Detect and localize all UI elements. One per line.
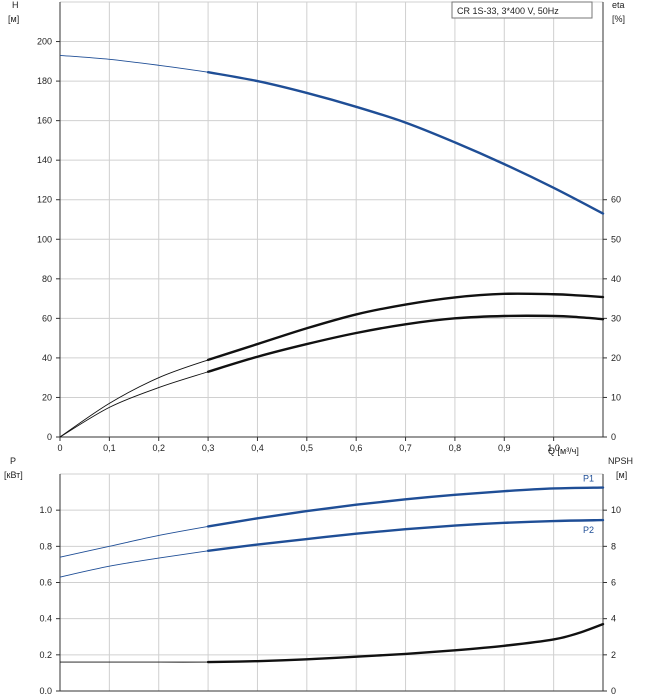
bottom-right-tick-label: 2 bbox=[611, 650, 616, 660]
top-series-0-thin bbox=[59, 54, 604, 214]
top-left-tick-label: 0 bbox=[47, 432, 52, 442]
top-left-tick-label: 160 bbox=[37, 116, 52, 126]
top-grid bbox=[59, 1, 604, 438]
top-series-2-bold bbox=[206, 314, 605, 373]
bottom-right-tick-label: 0 bbox=[611, 686, 616, 696]
top-right-axis-unit: [%] bbox=[612, 14, 625, 24]
top-left-tick-label: 40 bbox=[42, 353, 52, 363]
top-left-tick-label: 80 bbox=[42, 274, 52, 284]
top-left-axis-title: H bbox=[12, 0, 19, 10]
top-right-tick-label: 30 bbox=[611, 313, 621, 323]
bottom-left-tick-label: 0.4 bbox=[39, 614, 52, 624]
top-left-tick-label: 60 bbox=[42, 313, 52, 323]
top-axes: 0 20 40 60 80 100 120 140 160 180 200 0 10 20 30 40 50 60… bbox=[37, 2, 621, 453]
top-right-tick-label: 40 bbox=[611, 274, 621, 284]
bottom-left-tick-label: 0.2 bbox=[39, 650, 52, 660]
top-left-tick-label: 140 bbox=[37, 155, 52, 165]
top-right-axis-title: eta bbox=[612, 0, 625, 10]
top-left-tick-label: 20 bbox=[42, 392, 52, 402]
model-label-box: CR 1S-33, 3*400 V, 50Hz bbox=[451, 1, 593, 19]
bottom-left-tick-label: 0.0 bbox=[39, 686, 52, 696]
bottom-left-tick-label: 1.0 bbox=[39, 505, 52, 515]
bottom-axis-labels: P [кВт] NPSH [м] bbox=[4, 456, 633, 480]
x-axis-label: Q [м³/ч] bbox=[548, 446, 579, 456]
top-x-tick-label: 0,5 bbox=[301, 443, 314, 453]
top-x-tick-label: 0,6 bbox=[350, 443, 363, 453]
bottom-right-axis-unit: [м] bbox=[616, 470, 627, 480]
top-series-2-thin bbox=[59, 315, 604, 438]
top-right-tick-label: 50 bbox=[611, 234, 621, 244]
bottom-series-1-thin bbox=[59, 519, 604, 578]
bottom-right-tick-label: 6 bbox=[611, 578, 616, 588]
top-x-tick-label: 0 bbox=[57, 443, 62, 453]
bottom-series-label-p1: P1 bbox=[583, 474, 594, 484]
bottom-series-label-p2: P2 bbox=[583, 525, 594, 535]
top-right-tick-label: 0 bbox=[611, 432, 616, 442]
top-x-tick-label: 0,7 bbox=[399, 443, 412, 453]
top-x-tick-label: 0,2 bbox=[152, 443, 165, 453]
power-npsh-chart: 0.0 0.2 0.4 0.6 0.8 1.0 0 2 4 6 8 10 P1 P2 P [кВт] N… bbox=[4, 456, 633, 696]
bottom-series: P1 P2 bbox=[59, 474, 605, 664]
top-x-tick-label: 0,8 bbox=[449, 443, 462, 453]
top-left-axis-unit: [м] bbox=[8, 14, 19, 24]
bottom-right-axis-title: NPSH bbox=[608, 456, 633, 466]
top-x-tick-label: 0,9 bbox=[498, 443, 511, 453]
bottom-right-tick-label: 10 bbox=[611, 505, 621, 515]
bottom-left-tick-label: 0.8 bbox=[39, 541, 52, 551]
top-left-tick-label: 200 bbox=[37, 37, 52, 47]
top-x-tick-label: 0,4 bbox=[251, 443, 264, 453]
bottom-series-1-bold bbox=[206, 518, 605, 553]
bottom-left-axis-unit: [кВт] bbox=[4, 470, 23, 480]
top-right-tick-label: 10 bbox=[611, 392, 621, 402]
top-right-tick-label: 20 bbox=[611, 353, 621, 363]
bottom-series-2-bold bbox=[206, 622, 605, 664]
bottom-series-0-bold bbox=[206, 486, 605, 528]
top-x-tick-label: 0,3 bbox=[202, 443, 215, 453]
top-x-tick-label: 1,0 bbox=[547, 443, 560, 453]
bottom-right-tick-label: 8 bbox=[611, 541, 616, 551]
bottom-right-tick-label: 4 bbox=[611, 614, 616, 624]
top-x-tick-label: 0,1 bbox=[103, 443, 116, 453]
head-efficiency-chart: 0 20 40 60 80 100 120 140 160 180 200 0 10 20 30 40 50 60… bbox=[8, 0, 625, 456]
top-right-tick-label: 60 bbox=[611, 195, 621, 205]
top-left-tick-label: 100 bbox=[37, 234, 52, 244]
model-label: CR 1S-33, 3*400 V, 50Hz bbox=[457, 6, 559, 16]
top-series-0-bold bbox=[206, 70, 605, 215]
top-left-tick-label: 180 bbox=[37, 76, 52, 86]
bottom-left-tick-label: 0.6 bbox=[39, 578, 52, 588]
bottom-axes: 0.0 0.2 0.4 0.6 0.8 1.0 0 2 4 6 8 10 bbox=[39, 474, 621, 696]
top-series bbox=[59, 54, 605, 438]
top-series-1-bold bbox=[206, 292, 605, 362]
top-left-tick-label: 120 bbox=[37, 195, 52, 205]
bottom-left-axis-title: P bbox=[10, 456, 16, 466]
top-axis-labels: H [м] eta [%] Q [м³/ч] bbox=[8, 0, 625, 456]
model-label-frame bbox=[451, 1, 593, 19]
